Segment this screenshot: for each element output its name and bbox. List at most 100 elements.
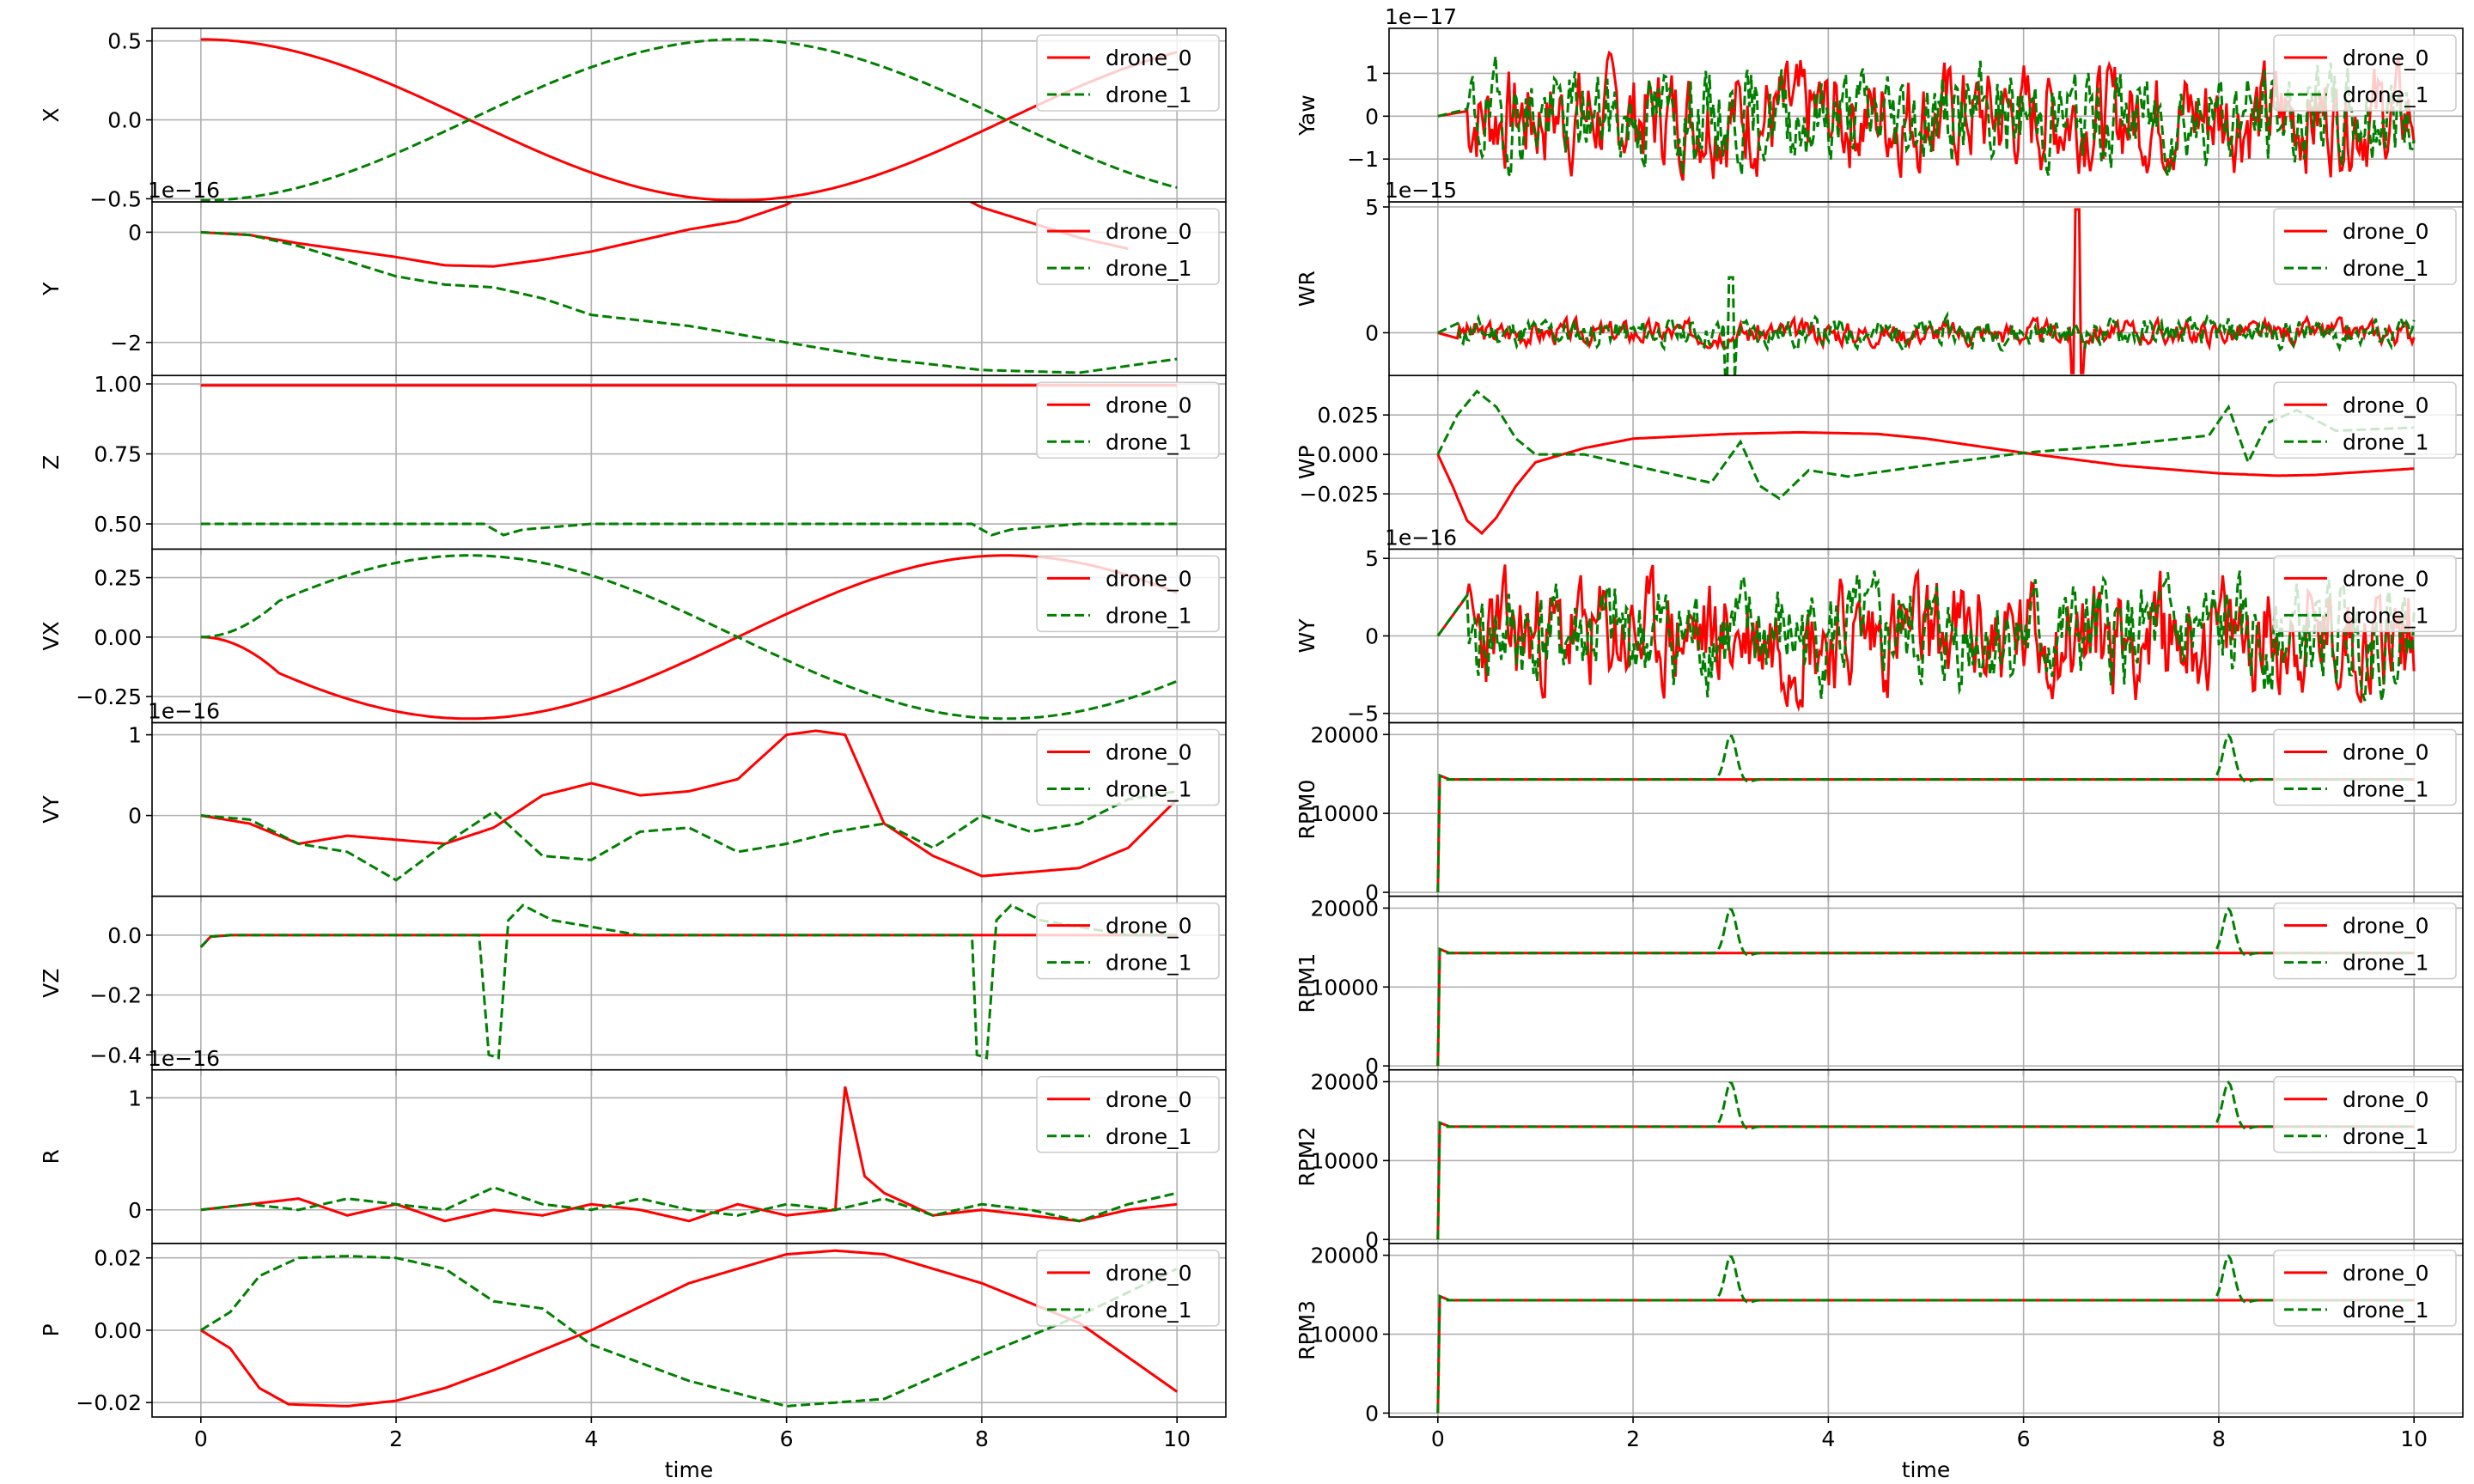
subplot-rpm1: 0 10000 20000 RPM1 drone_0 drone_1: [1295, 895, 2464, 1079]
legend-box: [1036, 728, 1220, 806]
series-line-drone-0: [1437, 208, 2416, 374]
series-line-drone-1: [1436, 1080, 2415, 1240]
legend: drone_0 drone_1: [1036, 1075, 1220, 1153]
series-line-drone-1: [1437, 276, 2416, 376]
legend: drone_0 drone_1: [1036, 208, 1220, 285]
series-line-drone-1: [200, 789, 1178, 882]
series-line-drone-1: [200, 1255, 1178, 1408]
subplot-wp: −0.025 0.000 0.025 WP drone_0 drone_1: [1295, 374, 2464, 556]
y-tick-label: 10000: [1310, 975, 1379, 1000]
legend-box: [1036, 208, 1220, 285]
legend-label: drone_0: [2343, 392, 2429, 417]
series-line-drone-1: [1436, 570, 2416, 702]
legend-label: drone_0: [2343, 566, 2429, 591]
subplot-rpm2: 0 10000 20000 RPM2 drone_0 drone_1: [1295, 1068, 2464, 1252]
legend-box: [1036, 381, 1220, 459]
offset-text: 1e−16: [1385, 525, 1457, 550]
offset-text: 1e−15: [1385, 178, 1457, 203]
y-tick-label: 0: [1365, 320, 1379, 345]
y-axis-label: VY: [39, 795, 64, 824]
series-line-drone-0: [200, 202, 1129, 268]
y-axis-label: VZ: [39, 969, 64, 998]
series-line-drone-1: [1437, 56, 2416, 179]
x-tick-label: 2: [1626, 1426, 1640, 1451]
series-line-drone-1: [1436, 733, 2415, 893]
x-tick-label: 4: [1821, 1426, 1835, 1451]
legend-label: drone_1: [2343, 1298, 2429, 1323]
legend: drone_0 drone_1: [2273, 208, 2457, 285]
legend-label: drone_1: [1106, 1298, 1192, 1323]
x-axis-label: time: [665, 1457, 713, 1482]
y-tick-label: 5: [1365, 195, 1379, 220]
legend: drone_0 drone_1: [2273, 381, 2457, 459]
legend-box: [2273, 381, 2457, 459]
series-line-drone-1: [200, 522, 1178, 537]
y-tick-label: −5: [1347, 702, 1379, 727]
y-tick-label: 20000: [1310, 722, 1379, 747]
y-axis-label: R: [39, 1149, 64, 1164]
legend: drone_0 drone_1: [2273, 1075, 2457, 1153]
y-axis-label: P: [39, 1323, 64, 1336]
y-tick-label: −1: [1347, 147, 1379, 172]
y-tick-label: 0: [1365, 880, 1379, 905]
legend-label: drone_1: [1106, 1124, 1192, 1149]
y-tick-label: 5: [1365, 546, 1379, 571]
series-line-drone-1: [1436, 389, 2415, 501]
offset-text: 1e−16: [148, 178, 220, 203]
series-line-drone-0: [1436, 430, 2415, 536]
y-tick-label: 0.5: [107, 29, 142, 54]
x-tick-label: 6: [780, 1426, 794, 1451]
y-axis-label: RPM1: [1295, 953, 1319, 1013]
legend: drone_0 drone_1: [2273, 902, 2457, 980]
y-tick-label: 0: [1365, 1227, 1379, 1252]
series-line-drone-1: [1436, 1254, 2415, 1414]
series-line-drone-0: [200, 1249, 1179, 1408]
series-line-drone-1: [200, 554, 1178, 721]
legend-box: [1036, 1075, 1220, 1153]
x-axis-label: time: [1902, 1457, 1950, 1482]
y-axis-label: VX: [39, 621, 64, 650]
legend: drone_0 drone_1: [1036, 381, 1220, 459]
y-tick-label: 0.0: [107, 108, 142, 133]
legend-label: drone_0: [1106, 566, 1192, 591]
y-tick-label: −0.25: [76, 684, 142, 709]
legend-label: drone_1: [2343, 1124, 2429, 1149]
legend-label: drone_0: [2343, 914, 2429, 939]
y-axis-label: WY: [1295, 618, 1319, 654]
y-tick-label: 0: [1365, 1054, 1379, 1079]
y-tick-label: 1.00: [94, 372, 142, 397]
y-tick-label: 10000: [1310, 801, 1379, 826]
y-tick-label: 10000: [1310, 1148, 1379, 1173]
y-tick-label: 0.000: [1317, 442, 1379, 467]
subplot-vy: 0 1 VY 1e−16 drone_0 drone_1: [39, 699, 1227, 903]
y-axis-label: WP: [1295, 445, 1319, 479]
x-tick-label: 10: [1163, 1426, 1191, 1451]
series-line-drone-1: [199, 903, 1178, 1060]
y-tick-label: 0: [128, 804, 142, 829]
x-tick-label: 6: [2017, 1426, 2031, 1451]
y-tick-label: −0.2: [89, 983, 142, 1008]
legend-label: drone_0: [2343, 219, 2429, 244]
x-tick-label: 0: [1431, 1426, 1445, 1451]
legend-label: drone_0: [1106, 740, 1192, 765]
offset-text: 1e−16: [148, 699, 220, 724]
series-line-drone-0: [1436, 946, 2415, 1067]
y-tick-label: 0.0: [107, 923, 142, 948]
legend-box: [1036, 902, 1220, 980]
y-tick-label: 20000: [1310, 1070, 1379, 1095]
x-tick-label: 0: [194, 1426, 208, 1451]
legend-box: [1036, 34, 1220, 112]
legend: drone_0 drone_1: [1036, 902, 1220, 980]
legend-box: [1036, 555, 1220, 633]
subplot-vz: −0.4 −0.2 0.0 VZ drone_0 drone_1: [39, 895, 1227, 1076]
legend-label: drone_1: [2343, 429, 2429, 454]
legend-label: drone_1: [1106, 603, 1192, 628]
y-axis-label: RPM2: [1295, 1127, 1319, 1187]
legend-box: [2273, 728, 2457, 806]
y-axis-label: Y: [39, 282, 64, 296]
legend: drone_0 drone_1: [2273, 1250, 2457, 1327]
y-axis-label: Z: [39, 455, 64, 470]
